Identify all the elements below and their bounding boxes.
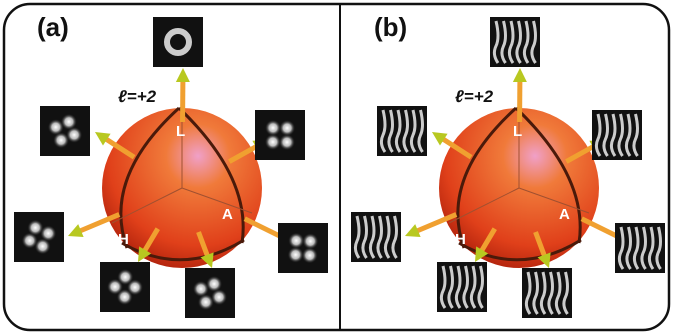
beam-image: [278, 223, 328, 273]
lobe: [127, 279, 143, 295]
panel: (a) ℓ=+2 L H A: [14, 12, 328, 318]
lobe: [40, 225, 56, 241]
oam-label: ℓ=+2: [118, 87, 157, 106]
pole-label: H: [118, 231, 129, 248]
lobe: [279, 120, 295, 136]
beam-image: [14, 212, 64, 262]
lobe: [211, 289, 227, 305]
panel-label: (a): [37, 12, 69, 42]
beam-image: [255, 110, 305, 160]
lobe: [279, 134, 295, 150]
panel-label: (b): [374, 12, 407, 42]
pole-label: A: [559, 206, 570, 223]
lobe: [288, 247, 304, 263]
lobe: [302, 233, 318, 249]
arrow-head: [513, 68, 527, 82]
beam-image: [185, 268, 235, 318]
beam-image: [40, 106, 90, 156]
lobe: [288, 233, 304, 249]
figure: (a) ℓ=+2 L H A (b) ℓ=+2 L H A: [0, 0, 674, 335]
lobe: [265, 134, 281, 150]
arrow-head: [176, 68, 190, 82]
lobe: [265, 120, 281, 136]
beam-image: [153, 17, 203, 67]
lobe: [302, 247, 318, 263]
pole-label: H: [455, 231, 466, 248]
pole-label: L: [513, 123, 522, 140]
oam-label: ℓ=+2: [455, 87, 494, 106]
pole-label: L: [176, 123, 185, 140]
pole-label: A: [222, 206, 233, 223]
panel: (b) ℓ=+2 L H A: [351, 12, 665, 318]
lobe: [61, 114, 77, 130]
